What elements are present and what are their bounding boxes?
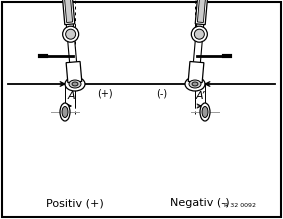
Ellipse shape	[185, 77, 205, 91]
Text: Negativ (-): Negativ (-)	[170, 198, 230, 208]
Ellipse shape	[66, 29, 76, 39]
Ellipse shape	[63, 26, 79, 42]
Ellipse shape	[65, 77, 85, 91]
Polygon shape	[195, 0, 208, 25]
Polygon shape	[64, 0, 73, 23]
Text: R 32 0092: R 32 0092	[224, 203, 256, 208]
Ellipse shape	[60, 103, 70, 121]
Ellipse shape	[62, 106, 68, 118]
Ellipse shape	[189, 80, 201, 88]
Ellipse shape	[194, 29, 204, 39]
Text: A’: A’	[196, 91, 206, 101]
Text: (-): (-)	[156, 89, 167, 99]
Ellipse shape	[69, 80, 81, 88]
Ellipse shape	[202, 106, 208, 118]
Polygon shape	[66, 62, 82, 83]
Ellipse shape	[192, 82, 198, 86]
Ellipse shape	[72, 82, 78, 86]
Polygon shape	[62, 0, 75, 25]
Text: Positiv (+): Positiv (+)	[46, 198, 104, 208]
Ellipse shape	[191, 26, 207, 42]
Polygon shape	[198, 0, 206, 23]
Polygon shape	[192, 17, 204, 82]
Text: (+): (+)	[97, 89, 113, 99]
Ellipse shape	[200, 103, 210, 121]
Text: A: A	[68, 91, 76, 101]
Polygon shape	[66, 17, 78, 82]
Polygon shape	[188, 62, 204, 83]
